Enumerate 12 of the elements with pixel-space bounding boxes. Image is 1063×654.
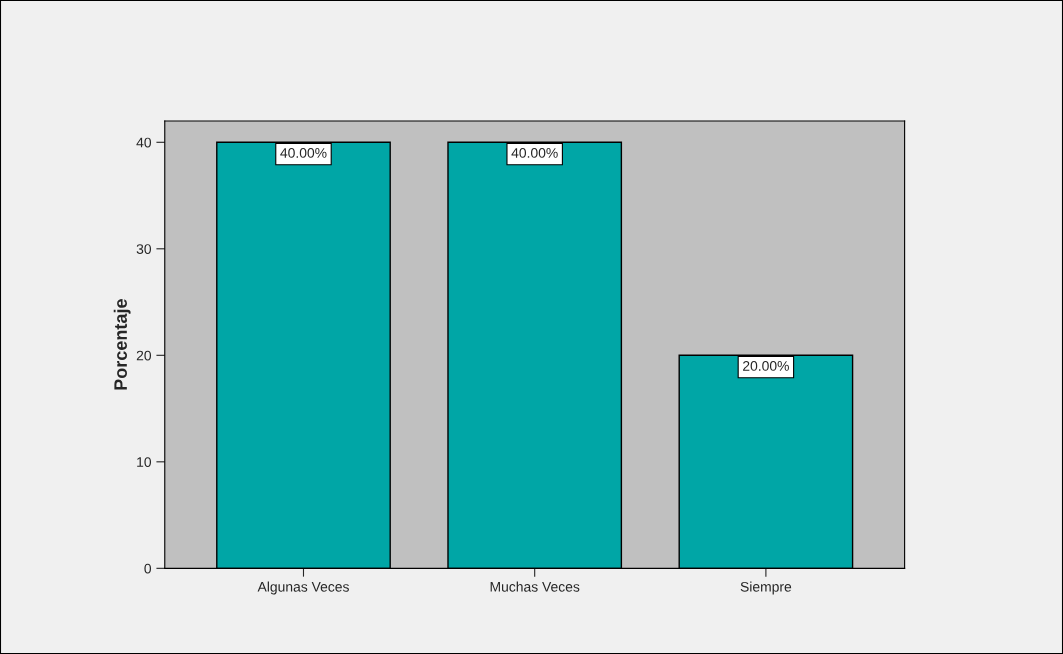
y-tick-label: 10: [137, 457, 152, 467]
data-label: 20.00%: [743, 361, 789, 371]
data-label: 40.00%: [511, 147, 558, 158]
x-tick-label: Muchas Veces: [490, 581, 580, 592]
y-tick-label: 0: [144, 563, 152, 574]
y-tick-label: 30: [136, 244, 152, 254]
x-tick-label: Algunas Veces: [257, 581, 349, 595]
y-axis-title: Porcentaje: [113, 299, 131, 390]
data-label: 40.00%: [280, 147, 327, 158]
x-tick-label: Siempre: [740, 581, 792, 595]
y-tick-label: 40: [136, 137, 152, 148]
y-tick-label: 20: [136, 350, 152, 361]
